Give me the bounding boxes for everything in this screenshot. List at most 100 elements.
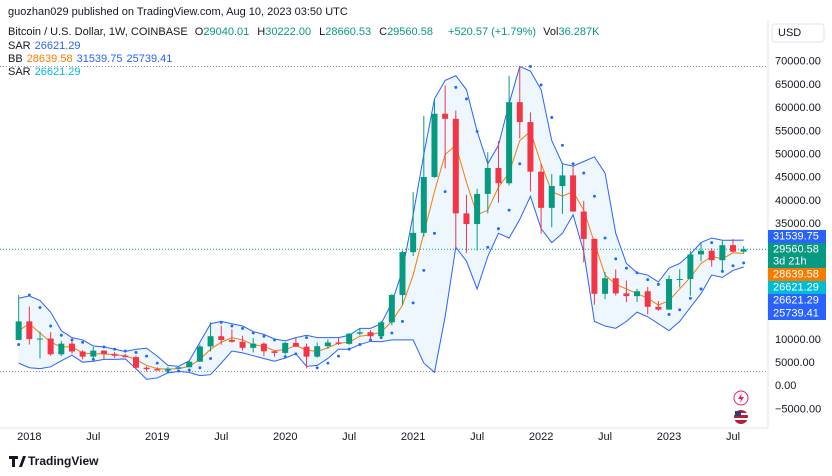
ohlc-item: H30222.00	[257, 26, 315, 38]
sar-dot	[177, 369, 180, 373]
sar-dot	[241, 326, 244, 330]
candle-body	[740, 249, 747, 252]
candle-body	[602, 278, 609, 294]
sar-dot	[742, 261, 746, 265]
candle-body	[474, 193, 481, 225]
ohlc-label: H	[257, 26, 266, 38]
x-tick-label: 2019	[145, 431, 169, 443]
candle-body	[591, 238, 598, 294]
legend-row: BB 28639.58 31539.75 25739.41	[8, 53, 176, 66]
sar-dot	[539, 83, 543, 87]
y-tick-label: 0.00	[775, 380, 796, 392]
candle-body	[132, 357, 139, 368]
sar-dot	[443, 190, 447, 194]
flag-icon	[734, 418, 748, 420]
symbol-row: Bitcoin / U.S. Dollar, 1W, COINBASE O290…	[8, 26, 607, 39]
sar-dot	[38, 306, 42, 309]
candle-body	[68, 343, 75, 352]
candle-body	[516, 102, 523, 123]
candle-body	[538, 171, 545, 208]
x-tick-label: Jul	[86, 431, 100, 443]
ohlc-label: L	[319, 26, 326, 38]
y-tick-label: 70000.00	[775, 56, 821, 68]
sar-dot	[614, 257, 618, 261]
sar-dot	[347, 347, 351, 351]
candle-body	[228, 339, 235, 342]
currency-box[interactable]	[771, 23, 825, 43]
y-tick-label: 50000.00	[775, 148, 821, 160]
y-tick-label: −5000.00	[775, 403, 821, 415]
candle-body	[495, 167, 502, 184]
price-tag-label: 28639.58	[773, 268, 819, 280]
candle-body	[431, 113, 438, 178]
candle-body	[346, 333, 353, 344]
candle-body	[634, 291, 641, 297]
candle-body	[175, 367, 182, 369]
x-tick-label: Jul	[726, 431, 740, 443]
candle-body	[250, 343, 257, 348]
candle-body	[644, 291, 651, 307]
flag-icon	[735, 411, 741, 416]
sar-dot	[688, 296, 692, 300]
candle-body	[47, 338, 54, 355]
candle-body	[570, 175, 577, 212]
price-tag	[768, 243, 826, 268]
candle-body	[410, 232, 417, 253]
x-tick-label: 2021	[401, 431, 425, 443]
countdown: 3d 21h	[773, 255, 807, 267]
sar-dot	[251, 331, 255, 335]
sar-dot	[422, 269, 426, 272]
sar-dot	[710, 241, 714, 245]
sar-dot	[699, 287, 703, 291]
sar-dot	[497, 227, 500, 231]
candle-body	[111, 353, 118, 356]
x-tick-label: Jul	[470, 431, 484, 443]
x-tick-label: 2023	[657, 431, 681, 443]
sar-dot	[656, 282, 660, 286]
x-tick-label: Jul	[598, 431, 612, 443]
candle-body	[388, 294, 395, 323]
candle-body	[676, 278, 683, 280]
ohlc-label: C	[379, 26, 388, 38]
brand: TradingView	[28, 454, 99, 468]
price-tag-label: 26621.29	[773, 294, 819, 306]
y-tick-label: 10000.00	[775, 334, 821, 346]
sar-dot	[635, 271, 639, 275]
change: +520.57 (+1.79%)	[448, 26, 537, 38]
y-tick-label: 35000.00	[775, 218, 821, 230]
sar-dot	[433, 231, 436, 235]
sar-dot	[294, 352, 298, 356]
candle-body	[186, 361, 193, 368]
sar-dot	[305, 336, 308, 340]
ohlc-label: O	[194, 26, 204, 38]
candle-body	[239, 341, 246, 348]
sar-dot	[465, 97, 468, 101]
candle-body	[143, 367, 150, 370]
candle-body	[292, 342, 299, 347]
candle-body	[548, 186, 555, 208]
legend-row: SAR 26621.29	[8, 66, 85, 79]
symbol: Bitcoin / U.S. Dollar, 1W, COINBASE	[8, 26, 188, 38]
candle-body	[506, 102, 513, 184]
x-tick-label: 2020	[273, 431, 297, 443]
sar-dot	[134, 351, 138, 354]
sar-dot	[315, 366, 319, 370]
candle-body	[420, 177, 427, 233]
ohlc-value: 29040.01	[203, 26, 250, 38]
sar-dot	[81, 340, 85, 344]
price-tag	[768, 307, 826, 320]
sar-dot	[646, 278, 650, 282]
candle-body	[100, 350, 107, 354]
candle-body	[271, 351, 278, 353]
candle-body	[90, 350, 97, 357]
sar-dot	[209, 357, 212, 360]
legend-name: SAR	[8, 66, 31, 78]
y-tick-label: 55000.00	[775, 125, 821, 137]
candle-body	[698, 250, 705, 255]
sar-dot	[262, 334, 266, 338]
publisher: guozhan029 published on TradingView.com,…	[8, 6, 348, 18]
sar-dot	[49, 324, 53, 328]
ohlc-value: 29560.58	[387, 26, 433, 38]
sar-dot	[507, 208, 511, 212]
